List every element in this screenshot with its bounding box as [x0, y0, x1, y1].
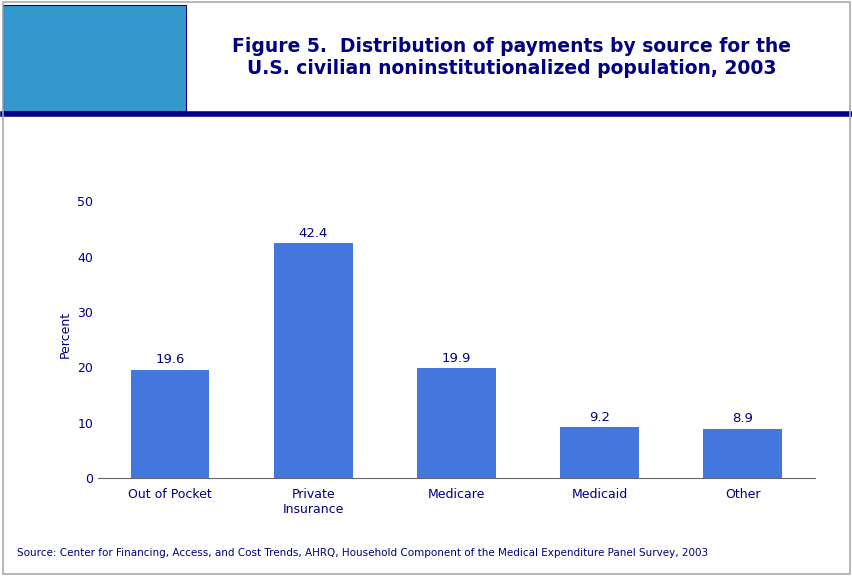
Text: 8.9: 8.9	[731, 412, 752, 426]
Text: ✦: ✦	[29, 43, 55, 73]
Bar	[560, 427, 638, 478]
Text: 19.9: 19.9	[441, 351, 470, 365]
Text: 9.2: 9.2	[589, 411, 609, 424]
Bar	[703, 429, 781, 478]
Text: AHRQ: AHRQ	[105, 23, 158, 41]
Bar	[273, 243, 352, 478]
Text: 42.4: 42.4	[298, 227, 327, 240]
Bar	[130, 370, 209, 478]
Text: Figure 5.  Distribution of payments by source for the
U.S. civilian noninstituti: Figure 5. Distribution of payments by so…	[232, 37, 791, 78]
Y-axis label: Percent: Percent	[59, 310, 72, 358]
Text: 19.6: 19.6	[155, 353, 185, 366]
Bar	[417, 368, 495, 478]
Text: Source: Center for Financing, Access, and Cost Trends, AHRQ, Household Component: Source: Center for Financing, Access, an…	[17, 548, 707, 558]
Text: Advancing
Excellence in
Health Care: Advancing Excellence in Health Care	[106, 57, 157, 90]
